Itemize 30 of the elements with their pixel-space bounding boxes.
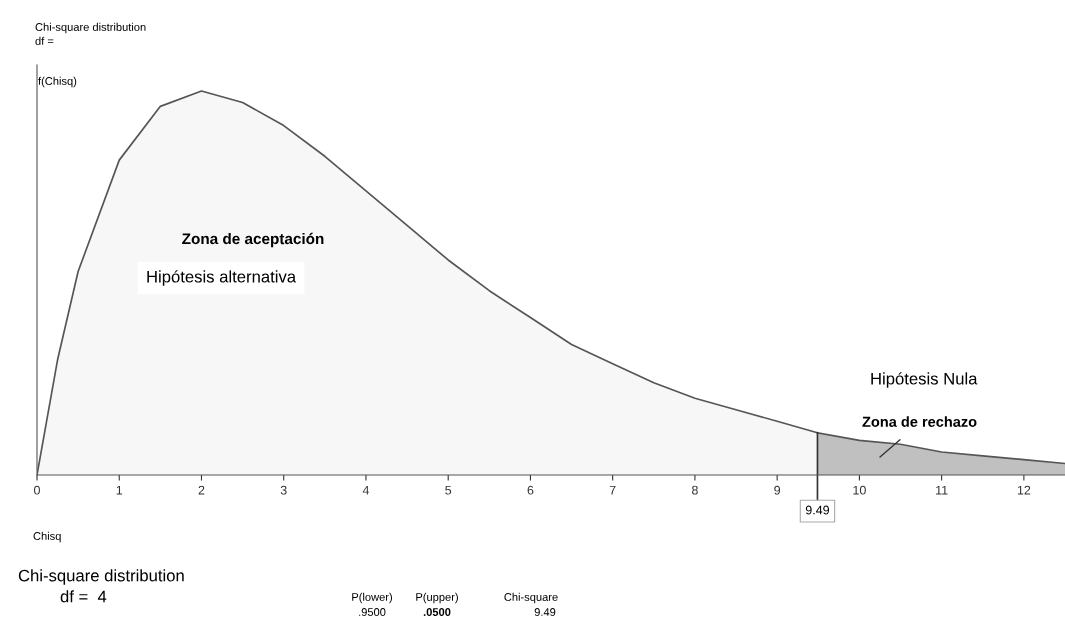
- x-tick-label: 11: [936, 485, 948, 495]
- x-axis-title: Chisq: [33, 531, 61, 543]
- x-tick-label: 7: [609, 485, 616, 495]
- annotation: Hipótesis Nula: [871, 372, 978, 388]
- x-tick-label: 10: [853, 485, 866, 495]
- text: Chi-square distribution: [18, 569, 184, 585]
- text: P(lower): [352, 592, 392, 604]
- annotation: Hipótesis alternativa: [147, 270, 297, 286]
- annotation: Zona de rechazo: [862, 416, 977, 427]
- x-tick-label: 0: [34, 485, 40, 495]
- text: Chi-square: [504, 592, 558, 604]
- x-tick-label: 2: [198, 485, 205, 495]
- text: .9500: [359, 608, 386, 616]
- x-tick-label: 4: [362, 485, 370, 495]
- text: P(upper): [416, 592, 458, 604]
- annotation: Zona de aceptación: [182, 232, 324, 248]
- x-tick-label: 1: [116, 485, 123, 495]
- ref-line-label: 9.49: [805, 505, 830, 515]
- text: .0500: [423, 608, 451, 616]
- chart-title: Chi-square distribution: [35, 22, 146, 34]
- x-tick-label: 12: [1017, 485, 1031, 495]
- x-tick-label: 8: [691, 485, 698, 495]
- text: 9.49: [534, 608, 556, 616]
- x-tick-label: 5: [445, 485, 452, 495]
- y-axis-title: f(Chisq): [38, 76, 77, 88]
- x-tick-label: 3: [280, 485, 287, 495]
- chart-subtitle: df =: [35, 36, 54, 45]
- text: df = 4: [60, 590, 107, 603]
- x-tick-label: 9: [774, 485, 781, 495]
- x-tick-label: 6: [527, 485, 534, 495]
